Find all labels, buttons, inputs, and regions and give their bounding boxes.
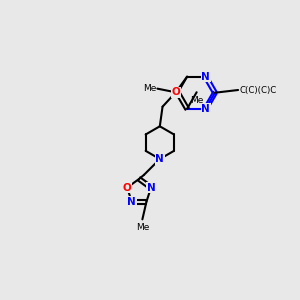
Text: Me: Me xyxy=(190,96,203,105)
Text: N: N xyxy=(147,183,155,193)
Text: N: N xyxy=(201,104,210,114)
Text: N: N xyxy=(155,154,164,164)
Text: O: O xyxy=(171,88,180,98)
Text: Me: Me xyxy=(142,84,156,93)
Text: C(C)(C)C: C(C)(C)C xyxy=(239,85,277,94)
Text: Me: Me xyxy=(136,223,149,232)
Text: O: O xyxy=(123,183,131,193)
Text: N: N xyxy=(127,196,136,207)
Text: N: N xyxy=(201,72,210,82)
